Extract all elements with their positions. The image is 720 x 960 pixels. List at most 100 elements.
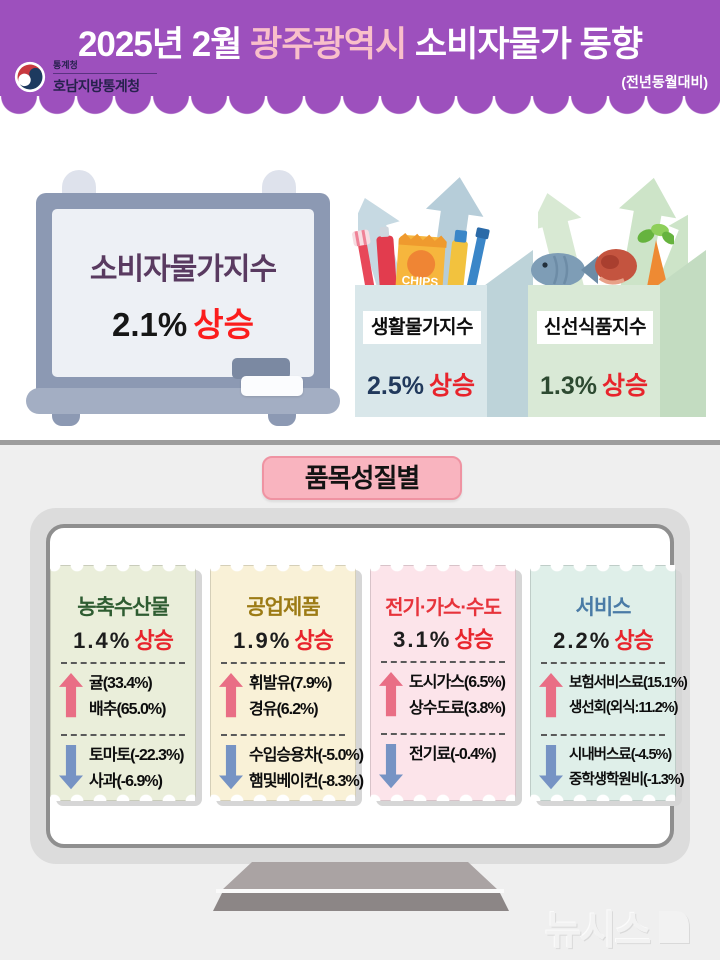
card-up-items: 보험서비스료(15.1%) 생선회(외식:11.2%)	[569, 671, 688, 722]
card-percent: 1.4%	[73, 628, 132, 653]
item-text: 휘발유(7.9%)	[249, 675, 332, 692]
category-card-utilities: 전기·가스·수도 3.1% 상승 도시가스(6.5%) 상수도료(3.8%) 전기…	[370, 565, 516, 801]
card-down-row: 수입승용차(-5.0%) 햄및베이컨(-8.3%)	[219, 743, 364, 799]
toiletry-items-icon: CHIPS	[352, 226, 490, 295]
monitor-stand	[222, 862, 498, 890]
agency-label: 호남지방통계청	[53, 78, 140, 94]
cpi-value: 2.1% 상승	[52, 298, 314, 346]
up-arrow-icon	[379, 672, 403, 717]
cpi-rise-label: 상승	[193, 306, 254, 343]
card-percent: 3.1%	[393, 627, 452, 652]
category-card-agriculture: 농축수산물 1.4% 상승 귤(33.4%) 배추(65.0%) 토마토(-22.…	[50, 565, 196, 801]
card-down-items: 시내버스료(-4.5%) 중학생학원비(-1.3%)	[569, 743, 685, 794]
card-rise-label: 상승	[294, 628, 333, 653]
title-highlight: 광주광역시	[250, 25, 407, 64]
fresh-food-percent: 1.3%	[540, 372, 597, 400]
category-badge: 품목성질별	[262, 456, 462, 500]
card-value: 2.2% 상승	[539, 623, 667, 655]
card-up-row: 도시가스(6.5%) 상수도료(3.8%)	[379, 670, 507, 726]
card-up-items: 귤(33.4%) 배추(65.0%)	[89, 671, 166, 722]
living-price-bag	[355, 285, 487, 417]
living-price-value: 2.5% 상승	[355, 366, 487, 402]
title-suffix: 소비자물가 동향	[406, 25, 643, 64]
item-text: 시내버스료(-4.5%)	[569, 747, 672, 763]
dashed-separator	[61, 734, 185, 736]
dashed-separator	[541, 662, 665, 664]
card-up-items: 도시가스(6.5%) 상수도료(3.8%)	[409, 670, 506, 721]
card-up-row: 보험서비스료(15.1%) 생선회(외식:11.2%)	[539, 671, 688, 727]
item-text: 수입승용차(-5.0%)	[249, 747, 364, 764]
item-text: 귤(33.4%)	[89, 675, 153, 692]
card-percent: 2.2%	[553, 628, 612, 653]
agency-brand: 통계청 호남지방통계청	[14, 58, 157, 96]
item-text: 중학생학원비(-1.3%)	[569, 772, 685, 789]
card-down-row: 토마토(-22.3%) 사과(-6.9%)	[59, 743, 187, 799]
item-text: 상수도료(3.8%)	[409, 699, 506, 717]
card-title: 농축수산물	[77, 596, 170, 619]
taegeuk-logo-icon	[14, 61, 46, 93]
living-bag-side	[485, 250, 533, 417]
item-text: 배추(65.0%)	[89, 700, 166, 718]
monitor-stand-base	[213, 893, 509, 911]
category-card-services: 서비스 2.2% 상승 보험서비스료(15.1%) 생선회(외식:11.2%) 시…	[530, 565, 688, 801]
card-down-items: 수입승용차(-5.0%) 햄및베이컨(-8.3%)	[249, 743, 364, 794]
card-title: 공업제품	[246, 596, 320, 619]
page-title: 2025년 2월 광주광역시 소비자물가 동향	[0, 16, 720, 67]
comparison-note: (전년동월대비)	[621, 74, 708, 90]
fresh-food-value: 1.3% 상승	[528, 366, 660, 402]
card-title: 서비스	[575, 596, 632, 619]
card-up-items: 휘발유(7.9%) 경유(6.2%)	[249, 671, 332, 722]
dashed-separator	[381, 661, 505, 663]
fresh-food-label: 신선식품지수	[537, 311, 653, 344]
up-arrow-icon	[539, 673, 563, 718]
eraser-base-icon	[241, 376, 303, 396]
living-price-rise-label: 상승	[428, 372, 475, 400]
agency-name: 통계청 호남지방통계청	[53, 58, 157, 96]
item-text: 보험서비스료(15.1%)	[569, 675, 688, 691]
card-percent: 1.9%	[233, 628, 292, 653]
category-cards: 농축수산물 1.4% 상승 귤(33.4%) 배추(65.0%) 토마토(-22.…	[50, 565, 688, 801]
card-rise-label: 상승	[614, 628, 653, 653]
down-arrow-icon	[379, 744, 403, 789]
title-prefix: 2025년 2월	[77, 25, 251, 64]
card-down-items: 토마토(-22.3%) 사과(-6.9%)	[89, 743, 185, 794]
dashed-separator	[381, 733, 505, 735]
card-up-row: 귤(33.4%) 배추(65.0%)	[59, 671, 187, 727]
card-value: 1.9% 상승	[219, 623, 347, 655]
cpi-title: 소비자물가지수	[89, 253, 277, 286]
monitor-stand-gap	[216, 889, 504, 893]
item-text: 전기료(-0.4%)	[409, 746, 497, 763]
card-down-row: 전기료(-0.4%)	[379, 742, 507, 798]
card-down-items: 전기료(-0.4%)	[409, 742, 497, 768]
down-arrow-icon	[59, 745, 83, 790]
dashed-separator	[61, 662, 185, 664]
card-rise-label: 상승	[134, 628, 173, 653]
down-arrow-icon	[219, 745, 243, 790]
section-divider	[0, 440, 720, 445]
item-text: 경유(6.2%)	[249, 700, 319, 718]
up-arrow-icon	[59, 673, 83, 718]
item-text: 생선회(외식:11.2%)	[569, 700, 678, 717]
eraser-icon	[232, 358, 290, 379]
category-card-industrial: 공업제품 1.9% 상승 휘발유(7.9%) 경유(6.2%) 수입승용차(-5.…	[210, 565, 364, 801]
newsis-logo-icon	[659, 911, 690, 943]
fresh-food-rise-label: 상승	[601, 372, 648, 400]
down-arrow-icon	[539, 745, 563, 790]
fresh-food-bag	[528, 285, 660, 417]
item-text: 도시가스(6.5%)	[409, 674, 506, 691]
up-arrow-icon	[219, 673, 243, 718]
dashed-separator	[221, 734, 345, 736]
scallop-border	[0, 96, 720, 115]
card-down-row: 시내버스료(-4.5%) 중학생학원비(-1.3%)	[539, 743, 685, 799]
cpi-board-screen	[52, 209, 314, 377]
newsis-label: 뉴시스	[545, 909, 651, 953]
card-up-row: 휘발유(7.9%) 경유(6.2%)	[219, 671, 347, 727]
header-banner: 2025년 2월 광주광역시 소비자물가 동향 통계청 호남지방통계청 (전년동…	[0, 0, 720, 96]
newsis-watermark: 뉴시스	[545, 898, 693, 956]
cpi-percent: 2.1%	[112, 306, 188, 343]
dashed-separator	[221, 662, 345, 664]
living-price-label: 생활물가지수	[363, 311, 481, 344]
card-value: 3.1% 상승	[379, 622, 507, 654]
living-price-percent: 2.5%	[367, 372, 424, 400]
